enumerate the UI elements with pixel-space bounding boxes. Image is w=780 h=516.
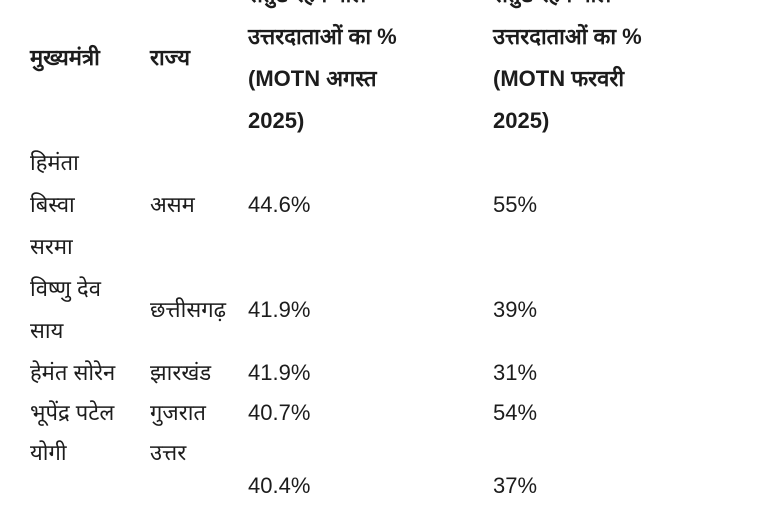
header-feb-2025: संतुष्ट रहने वाले उत्तरदाताओं का % (MOTN… xyxy=(493,0,753,142)
aug-value: 40.4% xyxy=(248,473,311,498)
table-row: भूपेंद्र पटेल गुजरात 40.7% 54% xyxy=(30,394,753,432)
header-line: 2025) xyxy=(248,108,305,133)
header-state: राज्य xyxy=(150,45,191,70)
aug-value: 44.6% xyxy=(248,192,311,217)
feb-value: 31% xyxy=(493,360,538,385)
header-cm: मुख्यमंत्री xyxy=(30,45,100,70)
header-aug-2025: संतुष्ट रहने वाले उत्तरदाताओं का % (MOTN… xyxy=(248,0,493,142)
aug-value: 41.9% xyxy=(248,360,311,385)
cm-name-line xyxy=(30,474,150,516)
cm-satisfaction-table: मुख्यमंत्री राज्य संतुष्ट रहने वाले उत्त… xyxy=(30,0,753,516)
cm-name: हेमंत सोरेन xyxy=(30,360,116,385)
header-line: संतुष्ट रहने वाले xyxy=(248,0,493,16)
feb-value: 54% xyxy=(493,400,538,425)
cm-name: भूपेंद्र पटेल xyxy=(30,400,115,425)
cm-name: विष्णु देव साय xyxy=(30,268,150,352)
table-row: हिमंता बिस्वा सरमा असम 44.6% 55% xyxy=(30,142,753,268)
cm-name-line: विष्णु देव xyxy=(30,276,101,301)
state: गुजरात xyxy=(150,400,206,425)
cm-name-line: हिमंता xyxy=(30,150,79,175)
cm-name: योगी xyxy=(30,432,150,516)
cm-name-line: सरमा xyxy=(30,234,73,259)
header-row: मुख्यमंत्री राज्य संतुष्ट रहने वाले उत्त… xyxy=(30,0,753,142)
aug-value: 40.7% xyxy=(248,400,311,425)
header-line: 2025) xyxy=(493,108,550,133)
header-line: (MOTN अगस्त xyxy=(248,66,377,91)
cm-name: हिमंता बिस्वा सरमा xyxy=(30,142,150,268)
cm-name-line: बिस्वा xyxy=(30,192,75,217)
header-line: संतुष्ट रहने वाले xyxy=(493,0,753,16)
aug-value: 41.9% xyxy=(248,297,311,322)
header-line: उत्तरदाताओं का % xyxy=(248,24,397,49)
cm-name-line: साय xyxy=(30,318,64,343)
header-line: उत्तरदाताओं का % xyxy=(493,24,642,49)
state: छत्तीसगढ़ xyxy=(150,297,226,322)
cm-name-line: योगी xyxy=(30,440,67,465)
feb-value: 55% xyxy=(493,192,538,217)
table-row: विष्णु देव साय छत्तीसगढ़ 41.9% 39% xyxy=(30,268,753,352)
state: असम xyxy=(150,192,195,217)
feb-value: 39% xyxy=(493,297,538,322)
state: उत्तर xyxy=(150,440,187,465)
feb-value: 37% xyxy=(493,473,538,498)
header-line: (MOTN फरवरी xyxy=(493,66,625,91)
state: झारखंड xyxy=(150,360,212,385)
table-row: हेमंत सोरेन झारखंड 41.9% 31% xyxy=(30,352,753,394)
table-row: योगी उत्तर 40.4% 37% xyxy=(30,432,753,516)
